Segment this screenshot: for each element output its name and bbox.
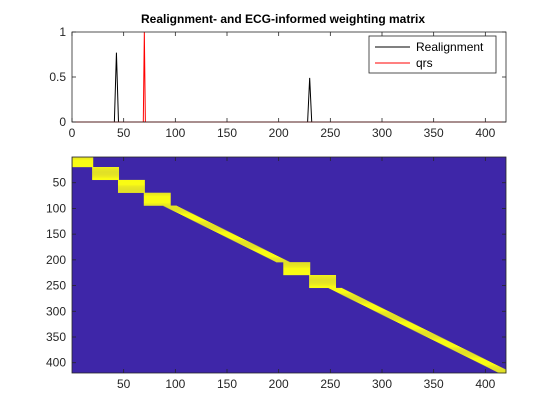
x-tick-label: 300 [372, 126, 392, 140]
x-tick-label: 250 [320, 126, 340, 140]
heatmap-y-tick-label: 100 [46, 201, 66, 215]
x-tick-label: 100 [165, 126, 185, 140]
x-tick-label: 50 [117, 126, 131, 140]
chart-title: Realignment- and ECG-informed weighting … [141, 12, 425, 26]
heatmap-axes: 50 100 150 200 250 300 350 400 50 100 150 200 250 300… [46, 157, 507, 391]
heatmap-x-tick-label: 300 [372, 377, 392, 391]
heatmap-x-tick-label: 350 [424, 377, 444, 391]
y-tick-label: 1 [59, 25, 66, 39]
heatmap-y-tick-label: 150 [46, 227, 66, 241]
heatmap-band-cell [283, 275, 310, 276]
x-tick-label: 350 [424, 126, 444, 140]
heatmap-y-tick-label: 350 [46, 330, 66, 344]
heatmap-x-tick-label: 250 [320, 377, 340, 391]
x-tick-label: 200 [269, 126, 289, 140]
heatmap-band-cell [73, 167, 94, 168]
x-tick-label: 0 [69, 126, 76, 140]
heatmap-x-tick-label: 50 [117, 377, 131, 391]
heatmap-x-tick-label: 150 [217, 377, 237, 391]
legend: Realignment qrs [369, 36, 496, 73]
heatmap-y-tick-label: 400 [46, 356, 66, 370]
heatmap-x-tick-label: 100 [165, 377, 185, 391]
heatmap-band-cell [92, 179, 119, 180]
heatmap-band-cell [118, 192, 145, 193]
x-tick-label: 400 [475, 126, 495, 140]
y-tick-label: 0.5 [49, 70, 66, 84]
legend-label-qrs: qrs [416, 56, 433, 70]
x-tick-label: 150 [217, 126, 237, 140]
y-tick-label: 0 [59, 115, 66, 129]
heatmap-x-tick-label: 400 [475, 377, 495, 391]
heatmap-y-tick-label: 300 [46, 304, 66, 318]
legend-label-realignment: Realignment [416, 40, 484, 54]
heatmap-y-tick-label: 250 [46, 279, 66, 293]
heatmap-x-tick-label: 200 [269, 377, 289, 391]
heatmap-y-tick-label: 200 [46, 253, 66, 267]
heatmap-y-tick-label: 50 [53, 176, 67, 190]
